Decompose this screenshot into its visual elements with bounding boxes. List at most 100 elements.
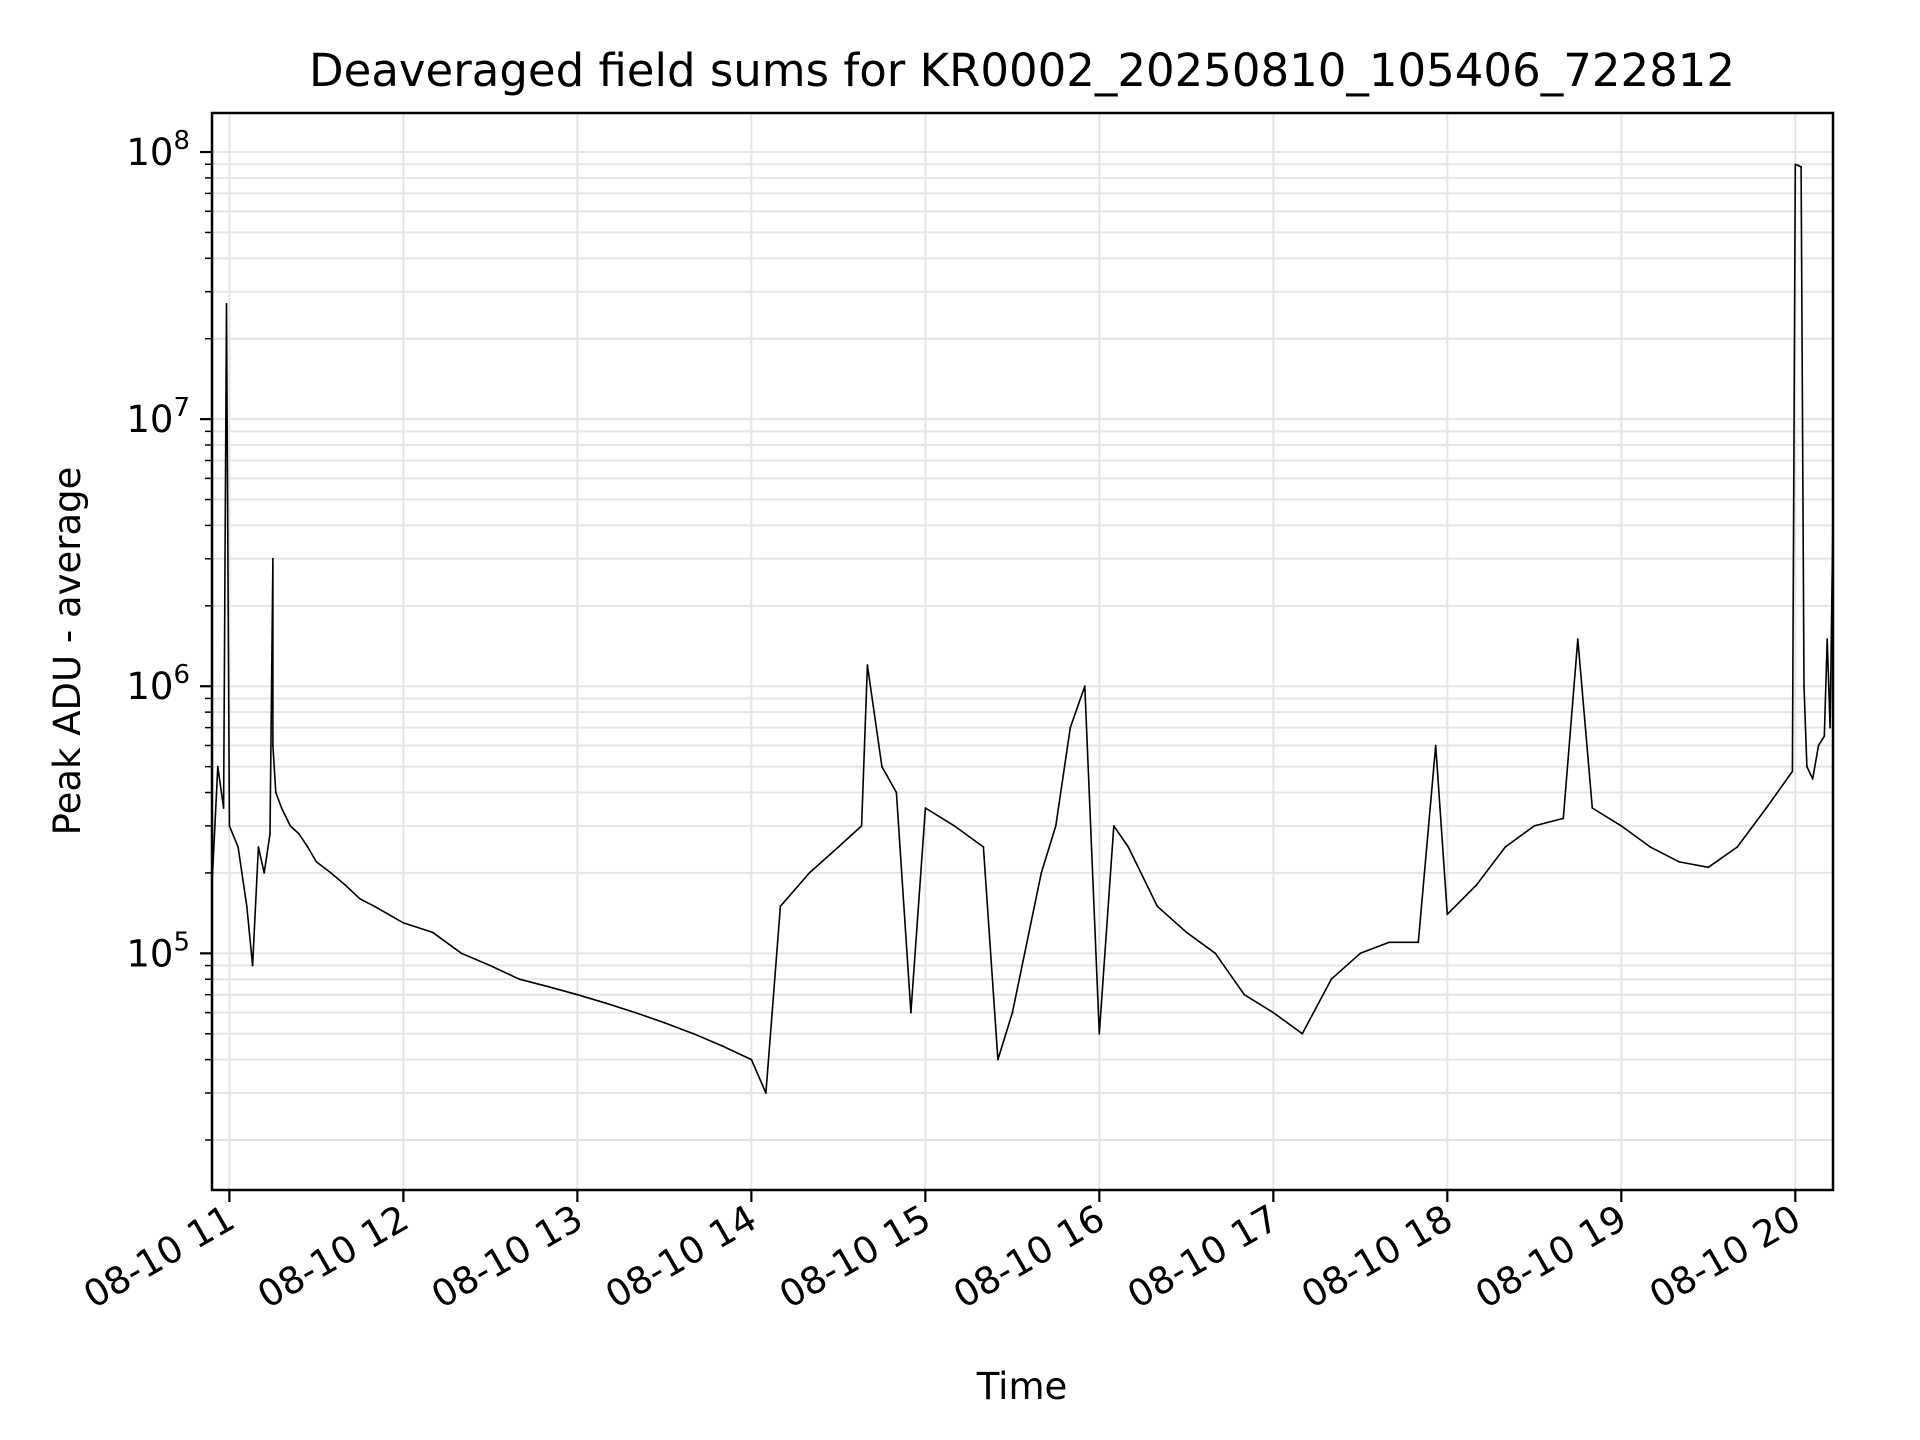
data-point: [272, 557, 274, 560]
data-point: [634, 1011, 637, 1014]
chart-title: Deaveraged field sums for KR0002_2025081…: [309, 44, 1735, 97]
y-tick-label: 107: [126, 393, 190, 441]
x-tick-label: 08-10 20: [1642, 1197, 1808, 1317]
data-point: [1301, 1032, 1304, 1035]
plot-frame: [210, 111, 1835, 1192]
data-point: [330, 872, 332, 874]
data-point: [1620, 825, 1623, 827]
x-tick-label: 08-10 13: [424, 1197, 590, 1317]
data-point: [1765, 807, 1768, 809]
data-point: [373, 905, 376, 908]
x-tick-label: 08-10 16: [946, 1197, 1112, 1317]
data-point: [489, 964, 492, 967]
data-point: [910, 1011, 912, 1014]
data-point: [779, 905, 782, 908]
data-point: [1817, 744, 1820, 747]
data-point: [272, 744, 274, 747]
data-point: [1417, 941, 1420, 944]
data-point: [359, 897, 361, 900]
data-point: [953, 825, 956, 827]
data-point: [1829, 726, 1831, 729]
data-point: [1446, 913, 1449, 916]
x-tick-label: 08-10 19: [1468, 1197, 1634, 1317]
data-point: [895, 791, 898, 794]
x-tick-label: 08-10 12: [250, 1197, 416, 1317]
data-point: [1359, 952, 1362, 955]
data-point: [1533, 825, 1536, 827]
data-point: [721, 1045, 724, 1047]
data-point: [1794, 163, 1797, 166]
data-point: [576, 993, 579, 996]
ticks-layer: 105 106 107 108 08-10 11 08-10 12 08-10 13 08-1…: [76, 126, 1807, 1317]
data-point: [263, 872, 266, 874]
data-point: [1011, 1011, 1014, 1014]
data-point: [1649, 846, 1652, 848]
data-point: [1803, 685, 1805, 688]
data-point: [298, 833, 300, 835]
data-point: [860, 825, 863, 827]
data-point: [289, 825, 292, 827]
data-point: [1272, 1011, 1275, 1014]
data-point: [1823, 735, 1826, 738]
data-point: [1562, 817, 1565, 820]
y-tick-label: 105: [126, 927, 190, 975]
data-point: [1214, 952, 1217, 955]
data-point: [866, 664, 869, 666]
data-point: [1069, 726, 1072, 729]
data-point: [280, 807, 283, 809]
data-point: [605, 1002, 608, 1005]
data-point: [222, 807, 225, 809]
grid-layer: [212, 113, 1833, 1190]
data-point: [1806, 765, 1808, 768]
data-point: [1791, 770, 1794, 773]
data-point: [1475, 884, 1478, 887]
y-axis-title: Peak ADU - average: [46, 467, 89, 836]
data-point: [274, 791, 277, 794]
data-point: [1736, 846, 1739, 848]
data-point: [257, 846, 260, 848]
x-tick-label: 08-10 11: [76, 1197, 242, 1317]
data-point: [1098, 1032, 1101, 1035]
data-point: [1083, 685, 1086, 688]
data-point: [1185, 931, 1188, 934]
data-point: [1826, 638, 1829, 641]
data-point: [1800, 166, 1802, 168]
data-point: [225, 303, 228, 305]
data-point: [1504, 846, 1507, 848]
data-point: [997, 1058, 999, 1061]
data-point: [765, 1092, 767, 1094]
data-point: [547, 985, 550, 988]
data-point: [1156, 905, 1159, 908]
data-point: [692, 1032, 695, 1035]
x-tick-label: 08-10 15: [772, 1197, 938, 1317]
data-point: [1330, 978, 1333, 981]
data-point: [1054, 825, 1057, 827]
data-point: [269, 833, 271, 835]
data-point: [1040, 872, 1043, 874]
y-tick-label: 106: [126, 660, 190, 708]
data-point: [1678, 861, 1681, 863]
data-point: [1576, 638, 1579, 641]
data-point: [663, 1021, 666, 1024]
data-point: [431, 931, 434, 934]
data-point: [1434, 744, 1437, 747]
data-point: [837, 846, 840, 848]
data-point: [1127, 846, 1130, 848]
data-point: [315, 861, 318, 863]
data-point: [306, 846, 309, 848]
data-point: [251, 964, 254, 967]
y-tick-label: 108: [126, 126, 190, 174]
data-point: [1112, 825, 1115, 827]
line-layer: [211, 163, 1834, 1094]
data-point: [808, 872, 811, 874]
data-point: [1707, 866, 1710, 869]
data-point: [460, 952, 463, 955]
data-point: [881, 765, 883, 768]
data-point: [216, 765, 219, 768]
data-point: [1388, 941, 1391, 944]
data-point: [245, 905, 248, 908]
x-axis-title: Time: [976, 1365, 1068, 1408]
data-point: [518, 978, 521, 981]
